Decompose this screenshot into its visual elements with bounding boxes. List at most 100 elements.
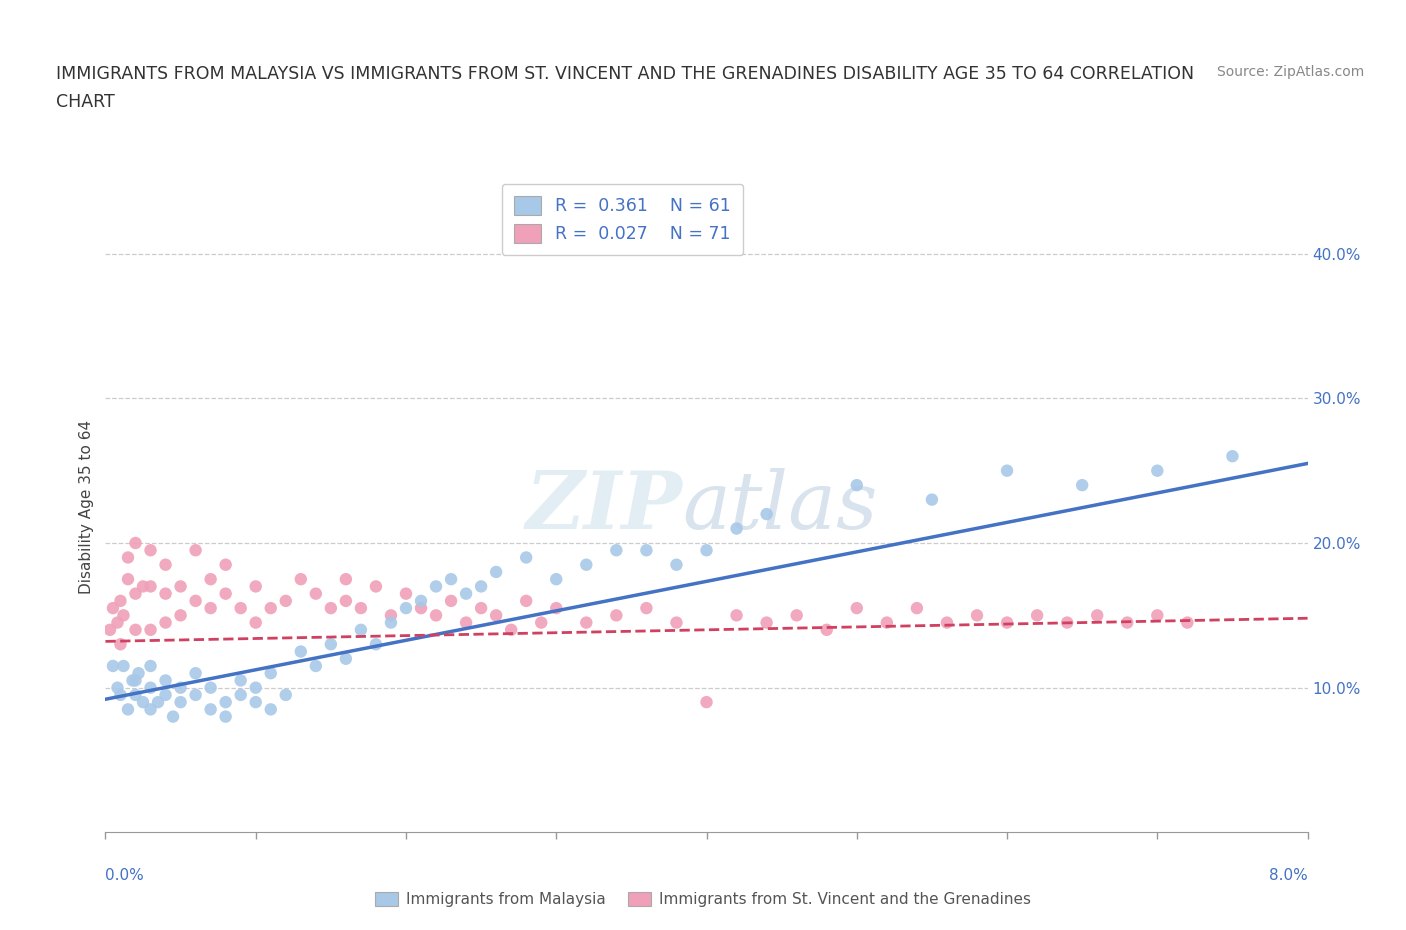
Point bbox=[1146, 463, 1168, 478]
Point bbox=[110, 637, 132, 652]
Point bbox=[364, 579, 387, 594]
Point bbox=[335, 593, 357, 608]
Point bbox=[305, 658, 328, 673]
Point bbox=[274, 593, 297, 608]
Point bbox=[128, 666, 150, 681]
Point bbox=[132, 579, 155, 594]
Point bbox=[245, 695, 267, 710]
Point bbox=[98, 622, 121, 637]
Point bbox=[425, 579, 447, 594]
Point bbox=[696, 543, 718, 558]
Legend: Immigrants from Malaysia, Immigrants from St. Vincent and the Grenadines: Immigrants from Malaysia, Immigrants fro… bbox=[368, 885, 1038, 913]
Point bbox=[155, 687, 177, 702]
Point bbox=[229, 673, 252, 688]
Point bbox=[162, 710, 184, 724]
Point bbox=[605, 543, 627, 558]
Point bbox=[815, 622, 838, 637]
Point bbox=[335, 572, 357, 587]
Point bbox=[274, 687, 297, 702]
Point bbox=[200, 572, 222, 587]
Point bbox=[101, 601, 124, 616]
Point bbox=[1056, 615, 1078, 630]
Point bbox=[845, 478, 868, 493]
Point bbox=[124, 622, 146, 637]
Point bbox=[995, 463, 1018, 478]
Text: 0.0%: 0.0% bbox=[105, 869, 145, 883]
Point bbox=[139, 622, 162, 637]
Point bbox=[260, 702, 283, 717]
Point bbox=[184, 687, 207, 702]
Point bbox=[169, 680, 191, 695]
Point bbox=[200, 680, 222, 695]
Point bbox=[755, 615, 778, 630]
Point bbox=[335, 651, 357, 666]
Point bbox=[132, 695, 155, 710]
Point bbox=[665, 557, 688, 572]
Point bbox=[200, 601, 222, 616]
Point bbox=[117, 702, 139, 717]
Point bbox=[454, 615, 477, 630]
Text: CHART: CHART bbox=[56, 93, 115, 111]
Point bbox=[245, 680, 267, 695]
Point bbox=[409, 601, 432, 616]
Point bbox=[169, 608, 191, 623]
Point bbox=[786, 608, 808, 623]
Point bbox=[112, 608, 135, 623]
Point bbox=[184, 593, 207, 608]
Point bbox=[124, 673, 146, 688]
Point bbox=[319, 601, 342, 616]
Point bbox=[184, 543, 207, 558]
Point bbox=[214, 586, 236, 601]
Point bbox=[1222, 449, 1244, 464]
Point bbox=[169, 579, 191, 594]
Point bbox=[515, 550, 537, 565]
Legend: R =  0.361    N = 61, R =  0.027    N = 71: R = 0.361 N = 61, R = 0.027 N = 71 bbox=[502, 183, 744, 255]
Point bbox=[1026, 608, 1049, 623]
Point bbox=[245, 579, 267, 594]
Point bbox=[117, 572, 139, 587]
Y-axis label: Disability Age 35 to 64: Disability Age 35 to 64 bbox=[79, 419, 94, 594]
Point bbox=[876, 615, 898, 630]
Point bbox=[530, 615, 553, 630]
Point bbox=[1146, 608, 1168, 623]
Point bbox=[380, 615, 402, 630]
Point bbox=[454, 586, 477, 601]
Text: ZIP: ZIP bbox=[526, 468, 682, 546]
Point bbox=[101, 658, 124, 673]
Point bbox=[440, 572, 463, 587]
Point bbox=[575, 557, 598, 572]
Point bbox=[139, 543, 162, 558]
Point bbox=[425, 608, 447, 623]
Point bbox=[260, 666, 283, 681]
Point bbox=[665, 615, 688, 630]
Point bbox=[121, 673, 143, 688]
Point bbox=[395, 586, 418, 601]
Point bbox=[139, 658, 162, 673]
Point bbox=[364, 637, 387, 652]
Point bbox=[107, 680, 129, 695]
Point bbox=[146, 695, 169, 710]
Point bbox=[124, 586, 146, 601]
Point bbox=[395, 601, 418, 616]
Point bbox=[110, 593, 132, 608]
Point bbox=[485, 608, 508, 623]
Point bbox=[229, 601, 252, 616]
Point bbox=[546, 572, 568, 587]
Point bbox=[409, 593, 432, 608]
Point bbox=[725, 521, 748, 536]
Point bbox=[155, 586, 177, 601]
Point bbox=[440, 593, 463, 608]
Point bbox=[110, 687, 132, 702]
Text: Source: ZipAtlas.com: Source: ZipAtlas.com bbox=[1216, 65, 1364, 79]
Point bbox=[139, 579, 162, 594]
Point bbox=[155, 673, 177, 688]
Point bbox=[515, 593, 537, 608]
Point bbox=[575, 615, 598, 630]
Point bbox=[155, 615, 177, 630]
Point bbox=[755, 507, 778, 522]
Point bbox=[260, 601, 283, 616]
Point bbox=[845, 601, 868, 616]
Point bbox=[229, 687, 252, 702]
Point bbox=[936, 615, 959, 630]
Point bbox=[636, 543, 658, 558]
